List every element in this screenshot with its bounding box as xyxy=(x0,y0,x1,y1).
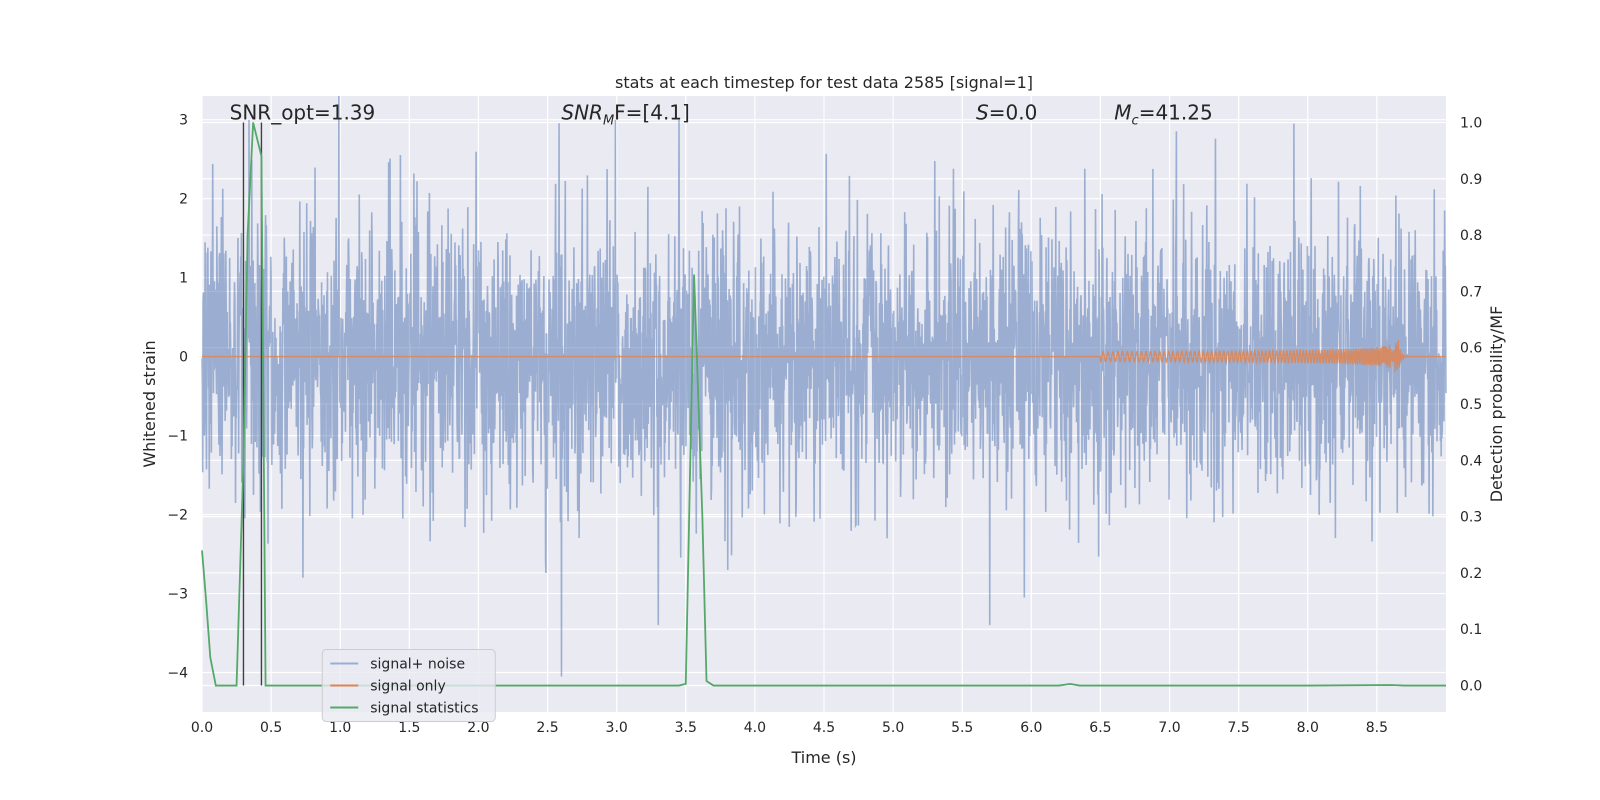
x-tick-label: 3.0 xyxy=(606,720,628,736)
y-right-axis-label: Detection probability/MF xyxy=(1487,306,1506,503)
x-tick-label: 6.5 xyxy=(1089,720,1111,736)
signal-plus-noise-line xyxy=(201,95,1447,677)
annotation-s_stat: S=0.0 xyxy=(976,101,1037,125)
annotation-value: F=[4.1] xyxy=(614,101,690,125)
x-tick-label: 1.0 xyxy=(329,720,351,736)
annotation-value: =41.25 xyxy=(1139,101,1213,125)
annotation-mc: Mc=41.25 xyxy=(1114,101,1212,129)
y-tick-label: 2 xyxy=(179,192,188,208)
y-right-tick-label: 0.7 xyxy=(1460,284,1482,300)
x-tick-label: 7.5 xyxy=(1228,720,1250,736)
x-tick-label: 0.0 xyxy=(191,720,213,736)
x-tick-labels: 0.0 0.5 1.0 1.5 2.0 2.5 3.0 3.5 4.0 4.5 5.0 5.5 6.0 6… xyxy=(191,720,1388,736)
y-right-tick-label: 0.2 xyxy=(1460,566,1482,582)
annotation-symbol: M xyxy=(1114,101,1131,125)
x-tick-label: 2.5 xyxy=(536,720,558,736)
x-tick-label: 1.5 xyxy=(398,720,420,736)
annotation-subscript: M xyxy=(603,114,614,129)
legend: signal+ noise signal only signal statistic… xyxy=(321,649,496,723)
x-tick-label: 8.0 xyxy=(1297,720,1319,736)
x-tick-label: 0.5 xyxy=(260,720,282,736)
y-right-tick-label: 0.1 xyxy=(1460,622,1482,638)
legend-label: signal+ noise xyxy=(370,657,465,673)
legend-label: signal only xyxy=(370,679,445,695)
x-axis-label: Time (s) xyxy=(790,748,856,767)
legend-box xyxy=(321,649,496,723)
annotation-symbol: SNR xyxy=(561,101,603,125)
x-tick-label: 4.0 xyxy=(744,720,766,736)
y-tick-label: 3 xyxy=(179,113,188,129)
y-right-tick-label: 0.9 xyxy=(1460,172,1482,188)
y-tick-label: 0 xyxy=(179,350,188,366)
x-tick-label: 5.0 xyxy=(882,720,904,736)
x-tick-label: 3.5 xyxy=(675,720,697,736)
x-tick-label: 7.0 xyxy=(1158,720,1180,736)
x-tick-label: 2.0 xyxy=(467,720,489,736)
annotation-value: =0.0 xyxy=(989,101,1038,125)
annotation-snr_mf: SNRMF=[4.1] xyxy=(561,101,689,129)
signal-statistics-line xyxy=(201,122,1446,687)
y-tick-label: −3 xyxy=(167,587,188,603)
x-tick-label: 8.5 xyxy=(1366,720,1388,736)
noise-series xyxy=(201,95,1447,677)
y-tick-label: −2 xyxy=(167,508,188,524)
x-tick-label: 5.5 xyxy=(951,720,973,736)
y-tick-label: 1 xyxy=(179,271,188,287)
annotation-symbol: S xyxy=(976,101,989,125)
legend-label: signal statistics xyxy=(370,701,478,717)
y-right-tick-label: 1.0 xyxy=(1460,115,1482,131)
signal-only-line xyxy=(202,340,1446,372)
annotation-subscript: c xyxy=(1132,114,1139,129)
y-tick-labels: −4 −3 −2 −1 0 1 2 3 xyxy=(167,113,188,682)
y-tick-label: −1 xyxy=(167,429,188,445)
annotation-snr_opt: SNR_opt=1.39 xyxy=(230,101,376,125)
y-right-tick-label: 0.4 xyxy=(1460,453,1482,469)
y-tick-label: −4 xyxy=(167,666,188,682)
annotations: SNR_opt=1.39 SNRMF=[4.1] S=0.0 Mc=41.25 xyxy=(230,101,1213,129)
y-right-tick-label: 0.0 xyxy=(1460,679,1482,695)
y-right-tick-label: 0.3 xyxy=(1460,510,1482,526)
x-tick-label: 6.0 xyxy=(1020,720,1042,736)
y-right-tick-labels: 0.0 0.1 0.2 0.3 0.4 0.5 0.6 0.7 0.8 0.9 1.0 xyxy=(1460,115,1482,694)
x-tick-label: 4.5 xyxy=(813,720,835,736)
y-right-tick-label: 0.5 xyxy=(1460,397,1482,413)
y-axis-label: Whitened strain xyxy=(140,340,159,467)
chart-title: stats at each timestep for test data 258… xyxy=(615,73,1033,92)
y-right-tick-label: 0.6 xyxy=(1460,341,1482,357)
signal-series xyxy=(202,340,1446,372)
y-right-tick-label: 0.8 xyxy=(1460,228,1482,244)
statistics-series xyxy=(201,122,1446,687)
